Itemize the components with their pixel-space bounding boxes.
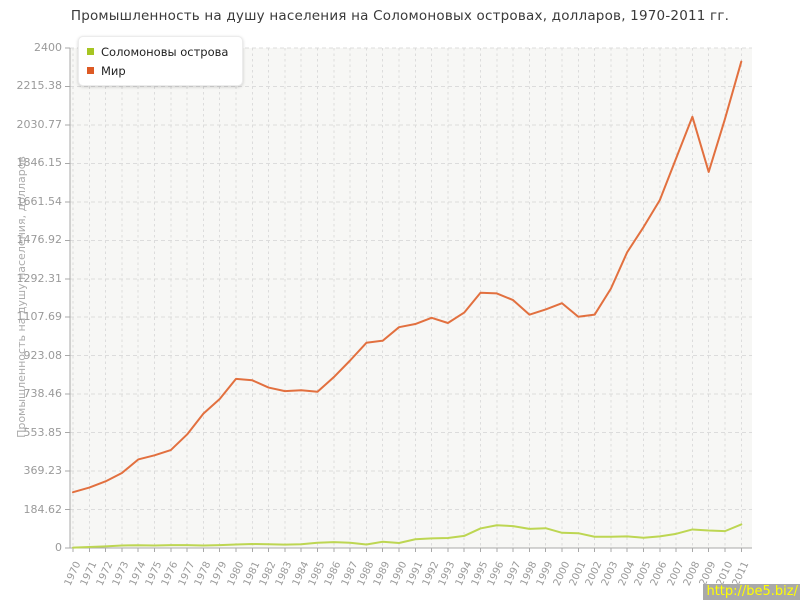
y-tick-label: 0 <box>55 541 62 554</box>
legend-item-solomon-islands[interactable]: Соломоновы острова <box>87 42 228 61</box>
y-tick-label: 2030.77 <box>16 117 63 131</box>
legend-label: Соломоновы острова <box>101 44 229 59</box>
y-tick-label: 1661.54 <box>16 194 63 208</box>
y-tick-label: 2400 <box>34 41 62 54</box>
plot-area <box>65 47 752 552</box>
legend-item-world[interactable]: Мир <box>87 61 228 80</box>
y-tick-label: 738.46 <box>23 387 63 401</box>
y-tick-label: 184.62 <box>23 502 63 516</box>
legend-label: Мир <box>101 63 126 78</box>
legend: Соломоновы острова Мир <box>78 36 244 86</box>
world-swatch-icon <box>87 67 94 74</box>
watermark-link[interactable]: http://be5.biz/ <box>703 584 800 600</box>
y-tick-label: 2215.38 <box>16 79 63 93</box>
solomon-islands-swatch-icon <box>87 48 94 55</box>
x-tick-label: 2011 <box>730 560 752 588</box>
y-tick-label: 369.23 <box>23 464 63 478</box>
y-tick-label: 923.08 <box>23 348 63 362</box>
y-tick-label: 1292.31 <box>16 271 63 285</box>
y-tick-label: 1846.15 <box>16 156 63 170</box>
chart-canvas <box>65 47 752 552</box>
series-line-solomon-islands <box>72 523 743 549</box>
series-line-world <box>72 60 743 494</box>
y-tick-label: 1476.92 <box>16 233 63 247</box>
y-tick-label: 553.85 <box>23 425 63 439</box>
y-tick-label: 1107.69 <box>16 310 63 324</box>
chart-title: Промышленность на душу населения на Соло… <box>70 8 730 24</box>
